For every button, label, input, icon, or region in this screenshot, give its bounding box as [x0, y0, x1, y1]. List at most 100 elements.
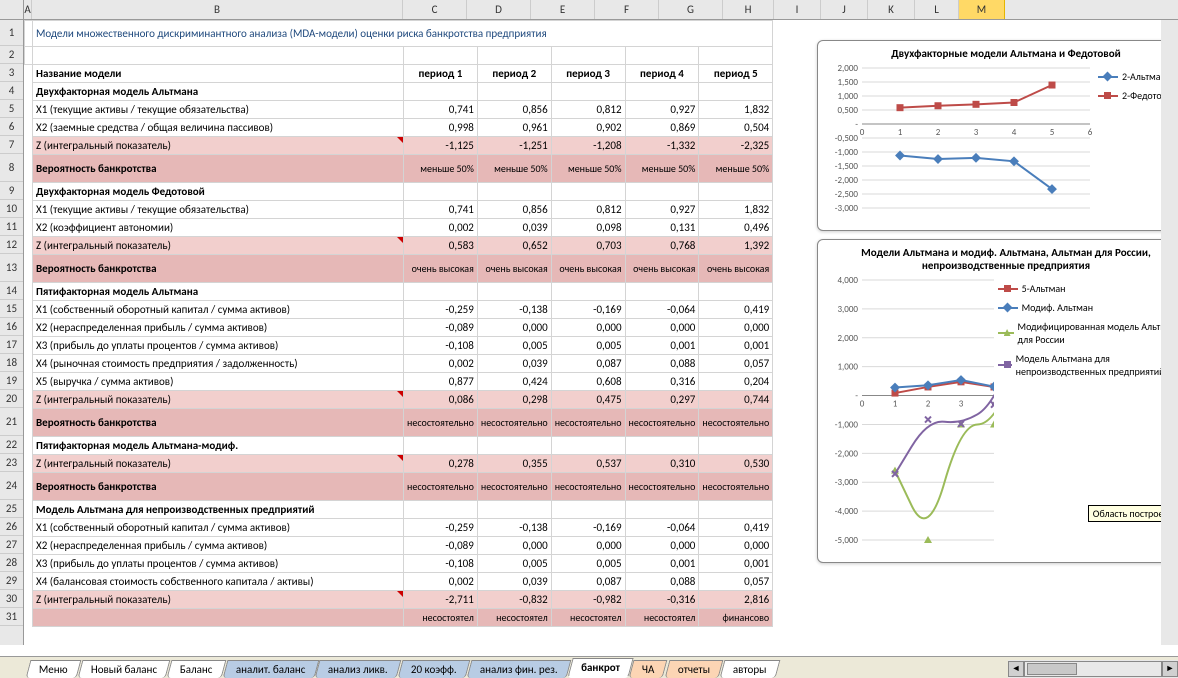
row-15-v4[interactable]: -0,064	[625, 301, 699, 319]
row-16-v3[interactable]: 0,000	[551, 319, 625, 337]
scroll-left-icon[interactable]: ◄	[1008, 661, 1024, 677]
row-12-label[interactable]: Z (интегральный показатель)	[33, 237, 404, 255]
row-31-v3[interactable]: несостоятел	[551, 609, 625, 627]
row-24-v4[interactable]: несостоятельно	[625, 473, 699, 501]
row-header-1[interactable]: 1	[0, 20, 23, 46]
row-22-label[interactable]: Пятифакторная модель Альтмана-модиф.	[33, 437, 404, 455]
row-26-v1[interactable]: -0,259	[404, 519, 478, 537]
row-28-v1[interactable]: -0,108	[404, 555, 478, 573]
row-9-v3[interactable]	[551, 183, 625, 201]
row-14-v3[interactable]	[551, 283, 625, 301]
row-17-v4[interactable]: 0,001	[625, 337, 699, 355]
row-14-label[interactable]: Пятифакторная модель Альтмана	[33, 283, 404, 301]
row-28-v5[interactable]: 0,001	[699, 555, 773, 573]
row-11-v2[interactable]: 0,039	[477, 219, 551, 237]
row-30-v2[interactable]: -0,832	[477, 591, 551, 609]
vertical-scrollbar[interactable]	[1161, 20, 1178, 645]
col-header-E[interactable]: E	[531, 0, 595, 19]
row-11-v1[interactable]: 0,002	[404, 219, 478, 237]
row-13-v5[interactable]: очень высокая	[699, 255, 773, 283]
row-23-v4[interactable]: 0,310	[625, 455, 699, 473]
row-10-v5[interactable]: 1,832	[699, 201, 773, 219]
row-21-v4[interactable]: несостоятельно	[625, 409, 699, 437]
scroll-right-icon[interactable]: ►	[1162, 661, 1178, 677]
row-28-v3[interactable]: 0,005	[551, 555, 625, 573]
row-4-v5[interactable]	[699, 83, 773, 101]
row-28-label[interactable]: X3 (прибыль до уплаты процентов / сумма …	[33, 555, 404, 573]
row-26-label[interactable]: X1 (собственный оборотный капитал / сумм…	[33, 519, 404, 537]
row-header-5[interactable]: 5	[0, 100, 23, 118]
row-20-v3[interactable]: 0,475	[551, 391, 625, 409]
row-19-v4[interactable]: 0,316	[625, 373, 699, 391]
row-7-v2[interactable]: -1,251	[477, 137, 551, 155]
row-22-v1[interactable]	[404, 437, 478, 455]
sheet-tab-анализ ликв.[interactable]: анализ ликв.	[315, 660, 402, 678]
row-5-v5[interactable]: 1,832	[699, 101, 773, 119]
row-15-v5[interactable]: 0,419	[699, 301, 773, 319]
row-31-v2[interactable]: несостоятел	[477, 609, 551, 627]
row-8-label[interactable]: Вероятность банкротства	[33, 155, 404, 183]
row-16-label[interactable]: X2 (нераспределенная прибыль / сумма акт…	[33, 319, 404, 337]
row-21-v2[interactable]: несостоятельно	[477, 409, 551, 437]
row-8-v1[interactable]: меньше 50%	[404, 155, 478, 183]
row-11-v4[interactable]: 0,131	[625, 219, 699, 237]
row-4-v4[interactable]	[625, 83, 699, 101]
row-21-v3[interactable]: несостоятельно	[551, 409, 625, 437]
col-header-G[interactable]: G	[659, 0, 723, 19]
row-5-v3[interactable]: 0,812	[551, 101, 625, 119]
row-12-v5[interactable]: 1,392	[699, 237, 773, 255]
row-10-v4[interactable]: 0,927	[625, 201, 699, 219]
row-header-11[interactable]: 11	[0, 218, 23, 236]
row-29-v1[interactable]: 0,002	[404, 573, 478, 591]
row-20-label[interactable]: Z (интегральный показатель)	[33, 391, 404, 409]
row-5-v1[interactable]: 0,741	[404, 101, 478, 119]
row-25-label[interactable]: Модель Альтмана для непроизводственных п…	[33, 501, 404, 519]
row-20-v4[interactable]: 0,297	[625, 391, 699, 409]
row-26-v3[interactable]: -0,169	[551, 519, 625, 537]
row-15-v2[interactable]: -0,138	[477, 301, 551, 319]
row-10-label[interactable]: X1 (текущие активы / текущие обязательст…	[33, 201, 404, 219]
row-25-v1[interactable]	[404, 501, 478, 519]
row-20-v2[interactable]: 0,298	[477, 391, 551, 409]
row-10-v1[interactable]: 0,741	[404, 201, 478, 219]
row-7-label[interactable]: Z (интегральный показатель)	[33, 137, 404, 155]
row-19-v1[interactable]: 0,877	[404, 373, 478, 391]
row-header-16[interactable]: 16	[0, 318, 23, 336]
row-11-v5[interactable]: 0,496	[699, 219, 773, 237]
row-30-v1[interactable]: -2,711	[404, 591, 478, 609]
row-13-v4[interactable]: очень высокая	[625, 255, 699, 283]
row-header-28[interactable]: 28	[0, 554, 23, 572]
row-27-v3[interactable]: 0,000	[551, 537, 625, 555]
row-29-label[interactable]: X4 (балансовая стоимость собственного ка…	[33, 573, 404, 591]
col-header-J[interactable]: J	[821, 0, 868, 19]
col-header-A[interactable]: A	[24, 0, 32, 19]
row-28-v4[interactable]: 0,001	[625, 555, 699, 573]
row-23-v1[interactable]: 0,278	[404, 455, 478, 473]
row-19-v3[interactable]: 0,608	[551, 373, 625, 391]
row-headers[interactable]: 1234567891011121314151617181920212223242…	[0, 20, 24, 645]
row-22-v2[interactable]	[477, 437, 551, 455]
row-14-v1[interactable]	[404, 283, 478, 301]
row-header-22[interactable]: 22	[0, 436, 23, 454]
row-6-v4[interactable]: 0,869	[625, 119, 699, 137]
row-7-v5[interactable]: -2,325	[699, 137, 773, 155]
row-4-label[interactable]: Двухфакторная модель Альтмана	[33, 83, 404, 101]
row-31-v4[interactable]: несостоятел	[625, 609, 699, 627]
row-31-v1[interactable]: несостоятел	[404, 609, 478, 627]
row-17-v5[interactable]: 0,001	[699, 337, 773, 355]
row-header-13[interactable]: 13	[0, 254, 23, 282]
row-26-v5[interactable]: 0,419	[699, 519, 773, 537]
row-5-label[interactable]: X1 (текущие активы / текущие обязательст…	[33, 101, 404, 119]
row-31-v5[interactable]: финансово	[699, 609, 773, 627]
row-header-14[interactable]: 14	[0, 282, 23, 300]
row-17-label[interactable]: X3 (прибыль до уплаты процентов / сумма …	[33, 337, 404, 355]
row-25-v2[interactable]	[477, 501, 551, 519]
row-header-21[interactable]: 21	[0, 408, 23, 436]
row-header-15[interactable]: 15	[0, 300, 23, 318]
row-22-v4[interactable]	[625, 437, 699, 455]
row-header-9[interactable]: 9	[0, 182, 23, 200]
row-9-label[interactable]: Двухфакторная модель Федотовой	[33, 183, 404, 201]
row-23-v2[interactable]: 0,355	[477, 455, 551, 473]
row-header-3[interactable]: 3	[0, 64, 23, 82]
row-16-v1[interactable]: -0,089	[404, 319, 478, 337]
